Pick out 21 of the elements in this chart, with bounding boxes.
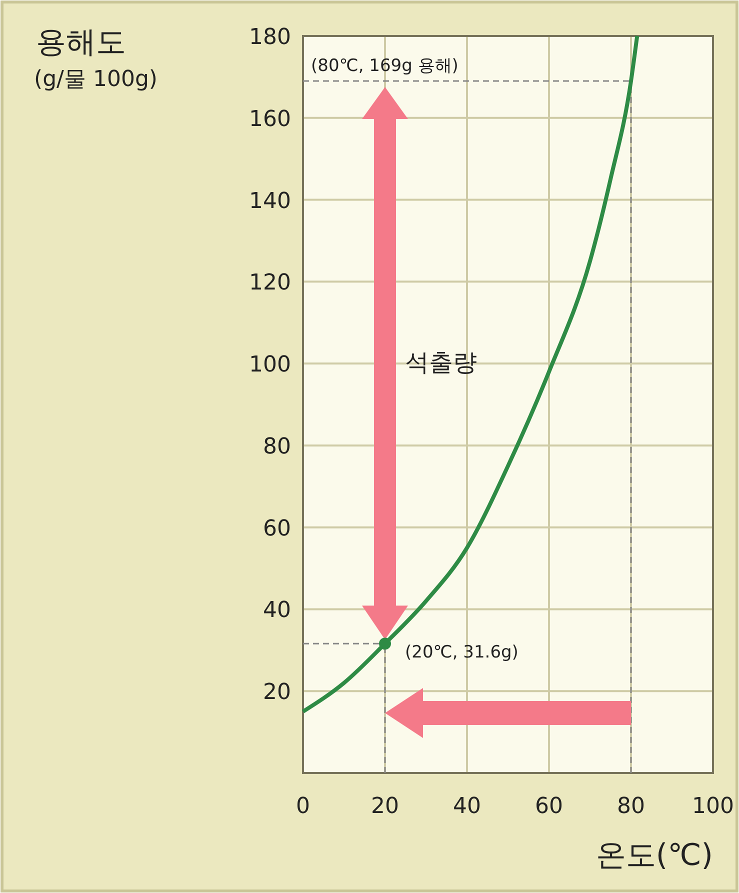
annotation: 석출량 bbox=[405, 348, 477, 376]
y-tick-label: 80 bbox=[263, 434, 291, 460]
annotation: (20℃, 31.6g) bbox=[405, 642, 518, 663]
y-tick-label: 180 bbox=[249, 25, 291, 50]
y-tick-label: 120 bbox=[249, 270, 291, 296]
y-axis-title: 용해도 (g/물 100g) bbox=[34, 25, 158, 92]
y-tick-label: 100 bbox=[249, 352, 291, 378]
x-tick-label: 80 bbox=[617, 794, 645, 819]
y-tick-label: 40 bbox=[263, 598, 291, 624]
y-tick-label: 60 bbox=[263, 516, 291, 542]
line-series bbox=[301, 34, 640, 714]
y-tick-label: 140 bbox=[249, 188, 291, 214]
y-tick-label: 20 bbox=[263, 680, 291, 706]
annotation: (80℃, 169g 용해) bbox=[311, 56, 458, 76]
x-axis-title: 온도(℃) bbox=[596, 838, 713, 873]
x-tick-label: 60 bbox=[535, 794, 563, 819]
x-tick-label: 100 bbox=[692, 794, 734, 819]
x-tick-label: 0 bbox=[296, 794, 310, 819]
x-tick-label: 40 bbox=[453, 794, 481, 819]
x-tick-label: 20 bbox=[371, 794, 399, 819]
y-tick-label: 160 bbox=[249, 106, 291, 132]
